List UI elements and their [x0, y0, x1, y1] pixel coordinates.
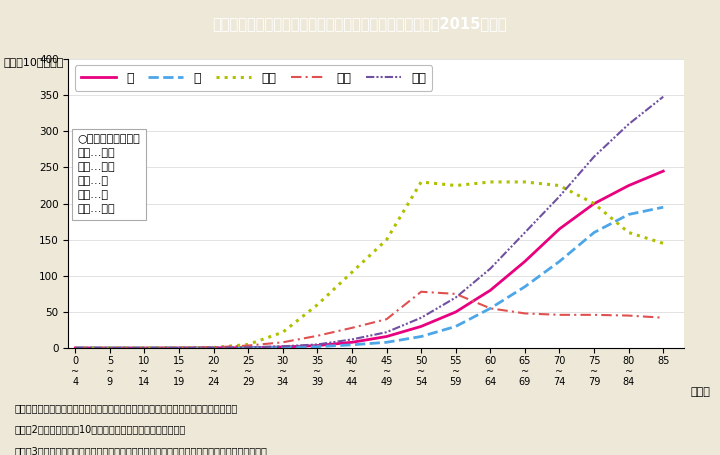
Text: （人口10万人対）: （人口10万人対）	[4, 57, 64, 67]
Text: 2．缹患率（人口10万人対）が高い上位５部位を抄出。: 2．缹患率（人口10万人対）が高い上位５部位を抄出。	[14, 425, 186, 435]
Text: ○缹患率上位５部位
１位…乳房
２位…大腔
３位…胃
４位…肺
５位…子宮: ○缹患率上位５部位 １位…乳房 ２位…大腔 ３位…胃 ４位…肺 ５位…子宮	[78, 134, 140, 214]
Legend: 胃, 肺, 乳房, 子宮, 大腔: 胃, 肺, 乳房, 子宮, 大腔	[75, 66, 432, 91]
Text: Ｉ－５－２図　女性の年齢階級別がん缹患率（平成２７（2015）年）: Ｉ－５－２図 女性の年齢階級別がん缹患率（平成２７（2015）年）	[212, 16, 508, 31]
Text: （歳）: （歳）	[691, 387, 711, 397]
Text: 3．子宮がんは，子宮頃がん，子宮体がん，および部位不明の子宮がんを合わせたもの。: 3．子宮がんは，子宮頃がん，子宮体がん，および部位不明の子宮がんを合わせたもの。	[14, 446, 267, 455]
Text: （備考）１．国立がん研究センターがん情報サービス「がん登録・統計」より作成。: （備考）１．国立がん研究センターがん情報サービス「がん登録・統計」より作成。	[14, 403, 238, 413]
